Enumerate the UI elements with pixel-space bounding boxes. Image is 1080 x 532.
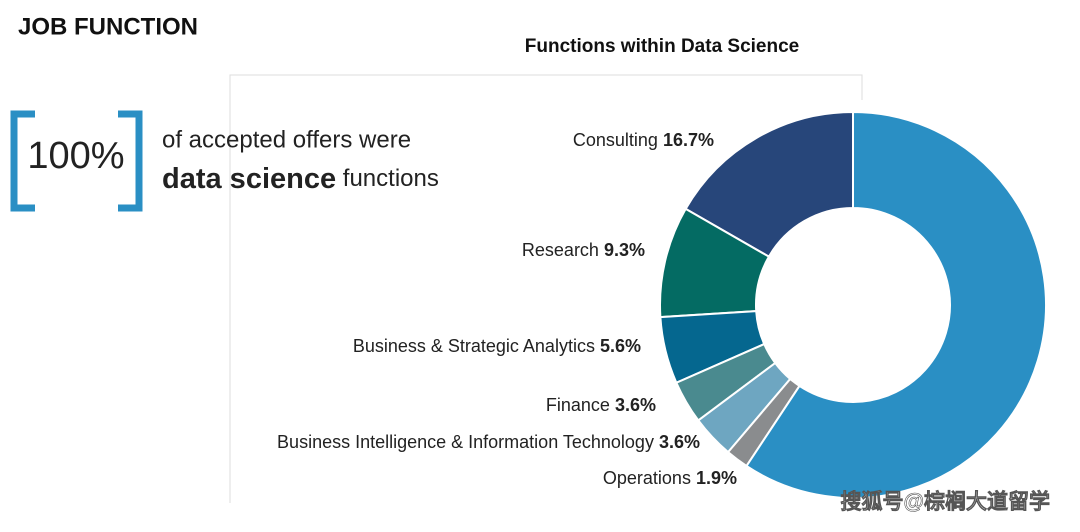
- slice: [745, 110, 1047, 499]
- category-name: Operations: [603, 468, 691, 488]
- frame: [229, 74, 863, 503]
- section-title: JOB FUNCTION: [18, 13, 198, 40]
- bracket-right: [118, 110, 143, 212]
- category-name: Research: [522, 240, 599, 260]
- slice-label: Operations 1.9%: [603, 468, 737, 488]
- stat: 100%: [27, 135, 124, 177]
- emphasis: data science: [162, 163, 336, 195]
- stat-text-2: data science functions: [162, 163, 439, 195]
- slice-label: Business & Strategic Analytics 5.6%: [353, 336, 641, 356]
- stat-text-rest: functions: [343, 165, 439, 192]
- value-label: 1.9%: [696, 468, 737, 488]
- category-name: Finance: [546, 395, 610, 415]
- slice: [684, 110, 854, 259]
- category-name: Business Intelligence & Information Tech…: [277, 432, 654, 452]
- value-label: 3.6%: [615, 395, 656, 415]
- slice-label: Finance 3.6%: [546, 395, 656, 415]
- value-label: 5.6%: [600, 336, 641, 356]
- value-label: 16.7%: [663, 130, 714, 150]
- chart-title: Functions within Data Science: [525, 36, 800, 57]
- slice-label: Research 9.3%: [522, 240, 645, 260]
- stat-text: of accepted offers were: [162, 126, 411, 153]
- watermark: 搜狐号@棕榈大道留学: [841, 490, 1050, 514]
- value-label: 9.3%: [604, 240, 645, 260]
- donut: [659, 110, 1047, 499]
- value-label: 3.6%: [659, 432, 700, 452]
- category-name: Consulting: [573, 130, 658, 150]
- category-name: Business & Strategic Analytics: [353, 336, 595, 356]
- labels: Consulting 16.7% Research 9.3% Business & …: [277, 130, 737, 488]
- bracket-left: [10, 110, 35, 212]
- slice-label: Business Intelligence & Information Tech…: [277, 432, 700, 452]
- slice-label: Consulting 16.7%: [573, 130, 714, 150]
